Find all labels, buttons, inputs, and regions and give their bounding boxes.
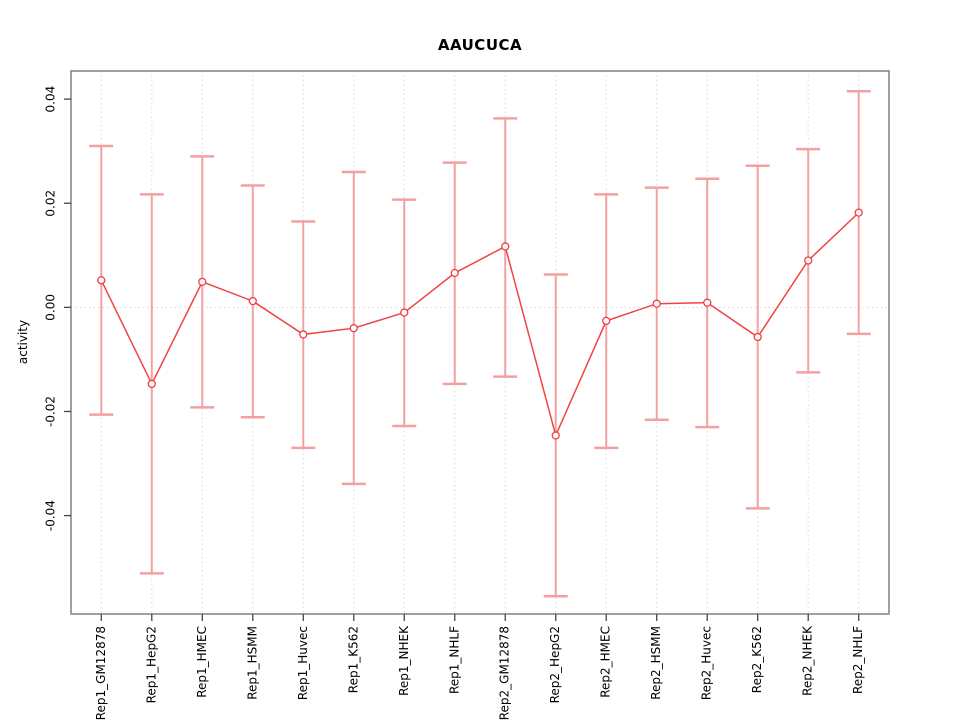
x-tick-label: Rep1_HSMM <box>245 626 259 700</box>
data-point <box>501 242 510 251</box>
y-tick-label: 0.04 <box>44 86 58 113</box>
x-tick-label: Rep2_K562 <box>750 626 764 693</box>
series-line <box>100 212 860 438</box>
data-point <box>753 332 762 342</box>
y-tick-label: 0.00 <box>44 294 58 321</box>
data-point <box>97 276 106 285</box>
x-tick-label: Rep1_Huvec <box>296 626 310 700</box>
x-tick-label: Rep2_HSMM <box>649 626 663 700</box>
data-point <box>349 324 358 333</box>
x-tick-label: Rep1_NHEK <box>397 625 411 696</box>
y-tick-label: -0.02 <box>44 396 58 427</box>
data-point <box>854 208 863 217</box>
x-tick-label: Rep2_GM12878 <box>498 626 512 720</box>
data-point <box>400 308 409 317</box>
x-tick-label: Rep1_HepG2 <box>144 626 158 703</box>
x-tick-label: Rep1_GM12878 <box>94 626 108 720</box>
data-point <box>147 379 156 389</box>
x-tick-label: Rep1_K562 <box>346 626 360 693</box>
plot-frame <box>70 70 890 615</box>
data-point <box>652 299 661 308</box>
x-tick-label: Rep2_NHEK <box>801 625 815 696</box>
x-tick-label: Rep2_HMEC <box>599 626 613 698</box>
data-point <box>804 256 813 265</box>
x-tick-label: Rep1_NHLF <box>447 626 461 694</box>
x-tick-label: Rep2_Huvec <box>700 626 714 700</box>
chart-title: AAUCUCA <box>437 36 523 54</box>
data-point <box>450 268 459 278</box>
data-point <box>299 330 308 339</box>
x-tick-label: Rep1_HMEC <box>195 626 209 698</box>
data-point <box>198 277 207 286</box>
y-tick-label: 0.02 <box>44 190 58 217</box>
data-point <box>551 431 560 440</box>
x-tick-label: Rep2_NHLF <box>851 626 865 694</box>
x-tick-label: Rep2_HepG2 <box>548 626 562 703</box>
data-point <box>602 316 611 326</box>
y-tick-label: -0.04 <box>44 500 58 531</box>
data-point <box>248 296 257 306</box>
data-point <box>703 298 712 307</box>
